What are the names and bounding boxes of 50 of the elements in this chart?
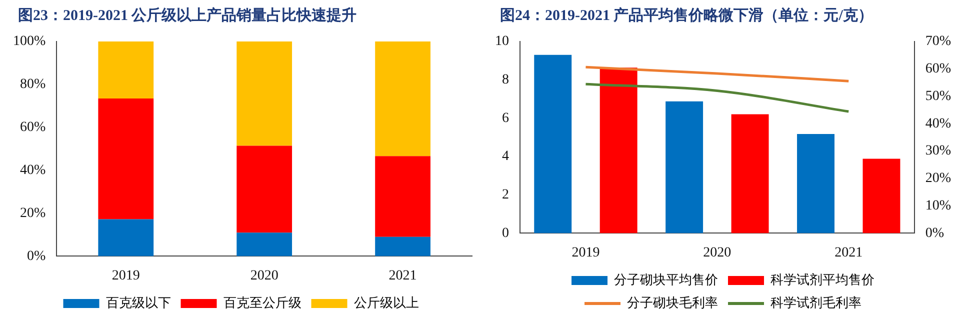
bar bbox=[534, 54, 572, 234]
bar bbox=[236, 41, 292, 146]
legend-label: 分子砌块毛利率 bbox=[627, 294, 718, 311]
y-tick-label: 80% bbox=[20, 77, 46, 92]
y-tick-label: 40% bbox=[20, 162, 46, 178]
y2-tick-label: 10% bbox=[925, 198, 952, 214]
y2-tick-label: 0% bbox=[925, 226, 944, 241]
bar bbox=[731, 114, 769, 234]
x-tick-label: 2021 bbox=[834, 245, 863, 260]
legend-label: 百克级以下 bbox=[106, 296, 171, 311]
y-tick-label: 6 bbox=[502, 110, 509, 126]
x-tick-label: 2019 bbox=[112, 268, 140, 284]
bar bbox=[98, 98, 154, 220]
bar bbox=[98, 41, 154, 99]
y-tick-label: 8 bbox=[502, 72, 509, 88]
y-tick-label: 100% bbox=[12, 34, 46, 50]
y-tick-label: 10 bbox=[495, 34, 509, 50]
bar bbox=[375, 41, 430, 156]
y-tick-label: 20% bbox=[20, 206, 46, 221]
chart-title: 图23：2019-2021 公斤级以上产品销量占比快速提升 bbox=[17, 6, 358, 26]
y2-tick-label: 30% bbox=[925, 144, 952, 159]
legend-label: 分子砌块平均售价 bbox=[614, 272, 718, 288]
y-tick-label: 4 bbox=[502, 149, 509, 164]
legend-label: 科学试剂毛利率 bbox=[770, 294, 862, 311]
legend-label: 科学试剂平均售价 bbox=[770, 272, 874, 288]
y2-tick-label: 60% bbox=[925, 61, 952, 76]
y2-tick-label: 70% bbox=[925, 34, 952, 50]
chart-title: 图24：2019-2021 产品平均售价略微下滑（单位：元/克） bbox=[499, 6, 874, 26]
bar bbox=[862, 158, 900, 234]
y2-tick-label: 20% bbox=[925, 171, 952, 186]
x-tick-label: 2020 bbox=[250, 268, 278, 284]
legend-label: 公斤级以上 bbox=[354, 296, 419, 311]
y-tick-label: 60% bbox=[20, 120, 46, 135]
bar bbox=[375, 156, 430, 237]
x-tick-label: 2019 bbox=[572, 245, 600, 260]
y-tick-label: 2 bbox=[502, 188, 509, 203]
bar bbox=[236, 232, 292, 256]
bar bbox=[98, 219, 154, 256]
bar bbox=[236, 146, 292, 233]
bar bbox=[666, 101, 704, 234]
bar bbox=[600, 68, 638, 234]
bar bbox=[375, 236, 430, 256]
y2-tick-label: 50% bbox=[925, 88, 952, 104]
y2-tick-label: 40% bbox=[925, 116, 952, 132]
bar bbox=[797, 134, 834, 234]
legend-label: 百克至公斤级 bbox=[223, 296, 302, 311]
y-tick-label: 0% bbox=[26, 248, 46, 264]
x-tick-label: 2021 bbox=[388, 268, 417, 284]
x-tick-label: 2020 bbox=[703, 245, 732, 260]
y-tick-label: 0 bbox=[502, 226, 509, 241]
